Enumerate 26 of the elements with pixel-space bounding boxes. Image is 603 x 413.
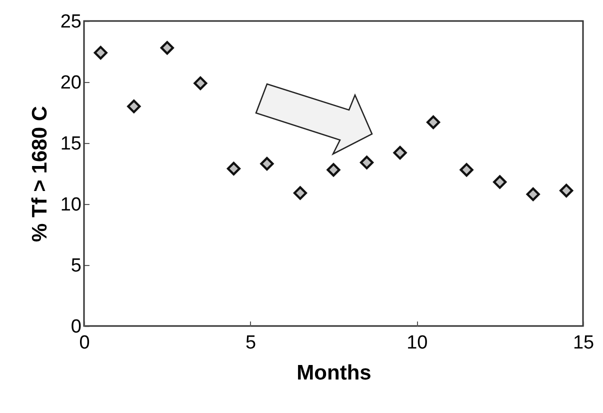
x-tick-label: 15 xyxy=(572,332,594,354)
y-tick-label: 15 xyxy=(60,134,82,154)
point xyxy=(526,187,540,202)
point xyxy=(393,146,407,160)
y-tick-label: 25 xyxy=(60,12,82,32)
point xyxy=(360,156,374,170)
point xyxy=(560,184,574,198)
point xyxy=(160,41,174,55)
point xyxy=(293,186,308,200)
point xyxy=(493,175,507,189)
point xyxy=(460,163,474,177)
point xyxy=(260,156,274,171)
y-tick-label: 20 xyxy=(60,72,82,94)
x-axis-title: Months xyxy=(296,362,372,384)
y-tick-label: 10 xyxy=(60,194,82,216)
x-tick-label: 10 xyxy=(406,332,428,354)
y-tick-label: 5 xyxy=(70,256,82,276)
y-axis-title: % Tf > 1680 C xyxy=(28,106,52,242)
y-tick-label: 0 xyxy=(70,316,82,338)
x-tick-label: 5 xyxy=(246,332,256,354)
point xyxy=(94,46,108,60)
point xyxy=(326,163,340,177)
point xyxy=(194,76,208,90)
point xyxy=(127,100,141,114)
point xyxy=(426,115,440,130)
point xyxy=(226,162,240,176)
